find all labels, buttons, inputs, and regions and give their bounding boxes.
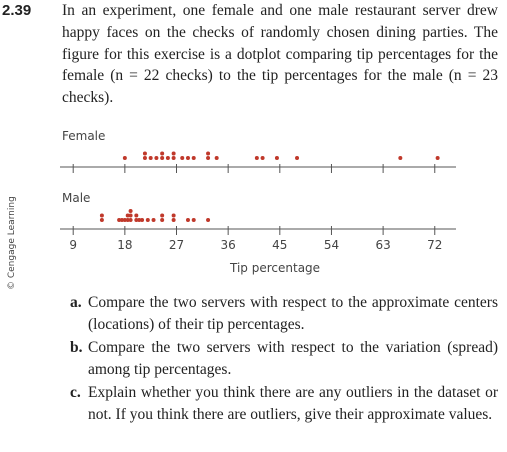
dot xyxy=(99,218,104,222)
dot xyxy=(154,156,159,160)
dot xyxy=(140,218,145,222)
dot xyxy=(160,213,165,218)
dot xyxy=(171,213,176,218)
dot xyxy=(185,156,190,160)
dot xyxy=(142,151,147,156)
dot xyxy=(142,156,147,160)
dot xyxy=(295,156,300,160)
dot xyxy=(134,218,139,222)
dot xyxy=(254,156,259,160)
part-text: Compare the two servers with respect to … xyxy=(88,339,498,378)
dot xyxy=(171,151,176,156)
dot xyxy=(145,218,150,222)
dotplot: Female Male 9 18 27 36 45 54 63 72 Tip percentage ©… xyxy=(7,129,456,290)
dot xyxy=(148,156,153,160)
dot xyxy=(117,218,122,222)
x-tick-label: 36 xyxy=(221,238,236,252)
credit: © Cengage Learning xyxy=(7,196,17,290)
dot xyxy=(206,156,211,160)
x-tick-label: 72 xyxy=(427,238,442,252)
dot xyxy=(260,156,265,160)
dot xyxy=(185,218,190,222)
dot xyxy=(99,213,104,218)
part-text: Explain whether you think there are any … xyxy=(88,384,498,423)
dot xyxy=(274,156,279,160)
dot xyxy=(214,156,219,160)
dot xyxy=(435,156,440,160)
x-tick-label: 27 xyxy=(169,238,184,252)
dot xyxy=(128,209,133,213)
dot xyxy=(128,218,133,222)
dot xyxy=(160,218,165,222)
exercise-text: In an experiment, one female and one mal… xyxy=(62,2,498,107)
dot xyxy=(122,218,127,222)
dot xyxy=(125,218,130,222)
dot xyxy=(191,218,196,222)
x-tick-label: 45 xyxy=(272,238,287,252)
dot xyxy=(180,156,185,160)
dot xyxy=(171,156,176,160)
exercise-number: 2.39 xyxy=(2,2,32,19)
dot xyxy=(119,218,124,222)
dot xyxy=(191,156,196,160)
dot xyxy=(160,156,165,160)
dot xyxy=(165,156,170,160)
x-tick-label: 9 xyxy=(69,238,77,252)
dot xyxy=(160,151,165,156)
dot xyxy=(171,218,176,222)
part: c. Explain whether you think there are an… xyxy=(70,382,498,426)
x-tick-label: 54 xyxy=(324,238,339,252)
part: b. Compare the two servers with respect t… xyxy=(70,337,498,381)
dot xyxy=(398,156,403,160)
dot xyxy=(122,156,127,160)
dot xyxy=(125,213,130,218)
dot xyxy=(134,213,139,218)
x-tick-label: 18 xyxy=(117,238,132,252)
part-label: c. xyxy=(70,384,81,401)
dot xyxy=(206,218,211,222)
series-label: Male xyxy=(62,191,90,205)
part-label: a. xyxy=(70,294,82,311)
part: a. Compare the two servers with respect t… xyxy=(70,292,498,336)
dot xyxy=(206,151,211,156)
x-axis-label: Tip percentage xyxy=(229,261,320,275)
dot xyxy=(128,213,133,218)
series-label: Female xyxy=(62,129,105,143)
x-tick-label: 63 xyxy=(375,238,390,252)
dot xyxy=(151,218,156,222)
dot xyxy=(137,218,142,222)
part-text: Compare the two servers with respect to … xyxy=(88,294,498,333)
part-label: b. xyxy=(70,339,83,356)
